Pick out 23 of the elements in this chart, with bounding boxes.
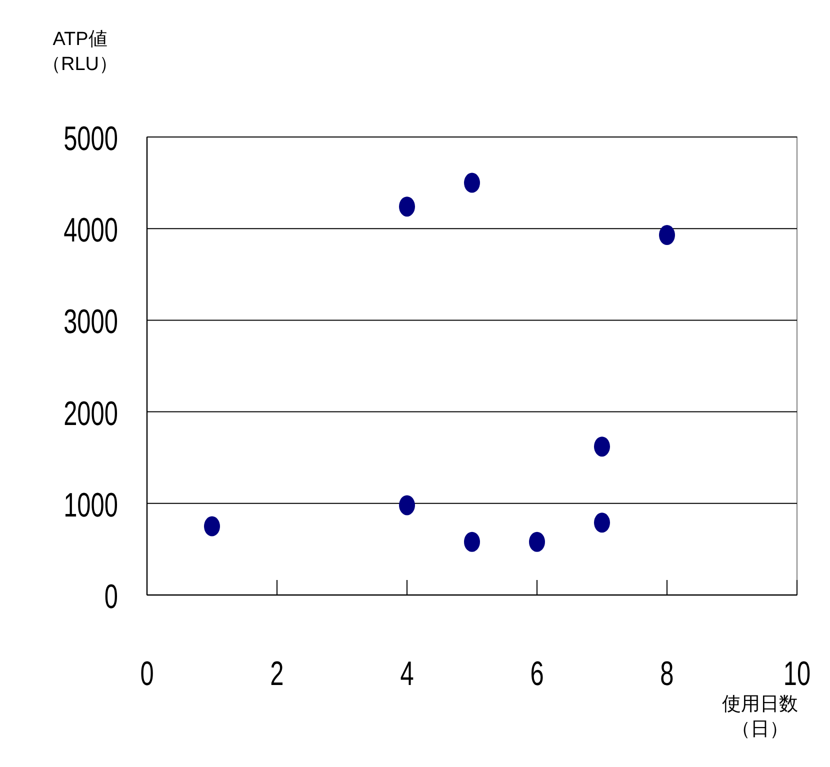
point bbox=[399, 196, 415, 217]
y-tick-label: 4000 bbox=[64, 212, 118, 250]
point bbox=[464, 172, 480, 193]
x-axis-title: 使用日数（日） bbox=[722, 694, 798, 740]
x-tick-label: 10 bbox=[783, 655, 811, 694]
point bbox=[594, 512, 610, 533]
x-tick-label: 4 bbox=[400, 655, 414, 694]
y-tick-label: 1000 bbox=[64, 486, 118, 524]
x-tick-label: 6 bbox=[530, 655, 544, 694]
y-tick-label: 2000 bbox=[64, 394, 118, 433]
point bbox=[464, 532, 480, 552]
point bbox=[594, 436, 610, 457]
point bbox=[529, 532, 545, 552]
point bbox=[204, 516, 220, 536]
y-tick-label: 0 bbox=[104, 578, 118, 616]
point bbox=[659, 225, 675, 246]
x-tick-label: 0 bbox=[140, 655, 154, 694]
x-tick-label: 8 bbox=[660, 655, 674, 694]
x-tick-label: 2 bbox=[270, 655, 284, 694]
y-tick-label: 3000 bbox=[64, 303, 118, 342]
y-tick-label: 5000 bbox=[64, 120, 118, 158]
point bbox=[399, 495, 415, 516]
y-axis-title: ATP値（RLU） bbox=[42, 29, 118, 75]
